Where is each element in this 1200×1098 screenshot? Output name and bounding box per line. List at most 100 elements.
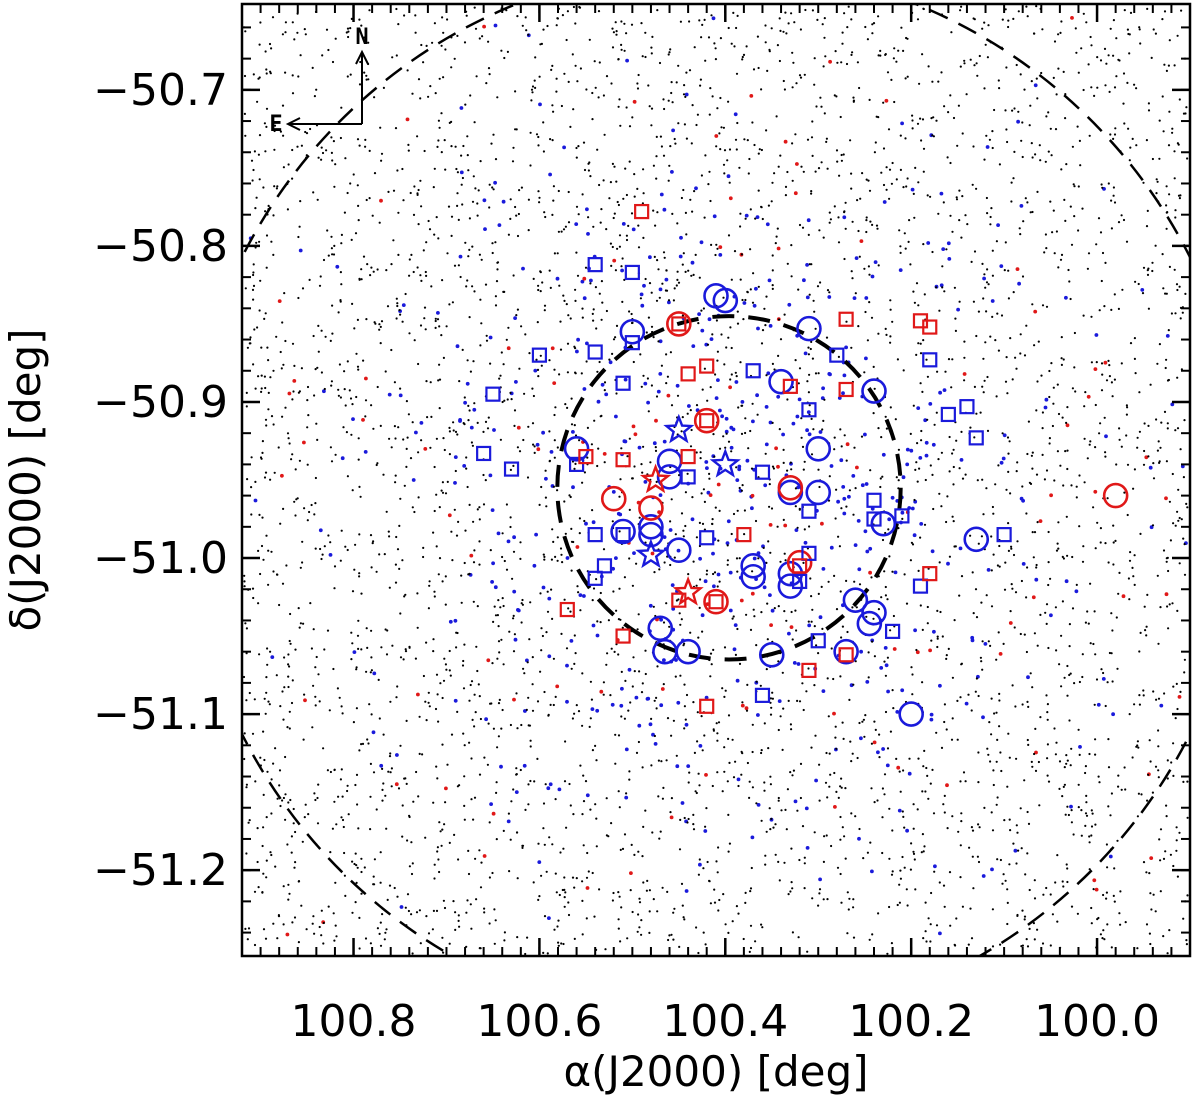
field-star-dot [725,346,728,349]
field-star-dot [955,917,958,920]
field-star-dot [741,404,744,407]
field-star-dot [1152,462,1155,465]
field-star-dot [501,597,504,600]
field-star-dot [1063,198,1066,201]
field-star-dot [276,185,279,188]
field-star-dot [663,256,666,259]
blue-member-dot [493,180,497,185]
field-star-dot [867,179,870,182]
field-star-dot [881,475,884,478]
field-star-dot [728,148,732,151]
field-star-dot [1060,357,1063,360]
field-star-dot [450,234,453,237]
field-star-dot [1064,117,1067,120]
field-star-dot [862,857,865,860]
blue-member-dot [387,392,392,397]
field-star-dot [648,889,652,892]
field-star-dot [893,47,896,50]
field-star-dot [771,362,775,365]
field-star-dot [844,787,847,790]
field-star-dot [1103,938,1106,941]
field-star-dot [411,952,414,955]
field-star-dot [546,952,549,955]
field-star-dot [624,167,627,170]
field-star-dot [1051,424,1054,428]
field-star-dot [334,881,337,884]
field-star-dot [1175,839,1178,842]
field-star-dot [652,605,655,608]
field-star-dot [279,350,282,354]
field-star-dot [488,183,491,186]
field-star-dot [467,169,470,172]
field-star-dot [760,751,763,755]
field-star-dot [929,464,932,467]
field-star-dot [970,260,973,263]
field-star-dot [1047,530,1050,534]
field-star-dot [1142,861,1146,864]
field-star-dot [1095,361,1098,364]
field-star-dot [640,919,643,922]
blue-member-dot [737,464,742,469]
blue-member-dot [620,686,624,691]
field-star-dot [317,156,320,159]
field-star-dot [938,881,941,884]
field-star-dot [316,796,319,800]
blue-member-dot [532,563,537,568]
field-star-dot [923,293,926,296]
field-star-dot [463,561,466,565]
field-star-dot [1142,181,1145,184]
field-star-dot [1110,381,1113,384]
field-star-dot [396,895,399,898]
field-star-dot [1117,307,1120,310]
field-star-dot [343,851,346,855]
field-star-dot [1030,80,1033,83]
blue-member-dot [724,416,729,421]
field-star-dot [272,423,275,426]
field-star-dot [1053,479,1056,482]
blue-member-dot [842,373,847,378]
field-star-dot [1028,124,1031,127]
field-star-dot [852,99,856,102]
blue-member-dot [924,440,929,445]
field-star-dot [899,877,903,880]
field-star-dot [991,274,995,277]
field-star-dot [444,168,447,171]
blue-member-dot [910,506,915,511]
field-star-dot [372,427,375,430]
field-star-dot [589,282,592,285]
field-star-dot [349,73,352,76]
field-star-dot [317,673,320,676]
field-star-dot [1020,139,1023,142]
field-star-dot [425,380,428,383]
field-star-dot [531,709,535,712]
field-star-dot [857,229,860,233]
field-star-dot [269,851,272,854]
red-square-marker [801,662,817,679]
field-star-dot [892,614,896,618]
field-star-dot [811,120,814,123]
field-star-dot [1074,390,1077,393]
field-star-dot [1152,28,1155,31]
field-star-dot [618,245,622,248]
field-star-dot [1039,159,1042,162]
field-star-dot [652,164,656,167]
field-star-dot [501,555,504,559]
field-star-dot [1017,849,1020,852]
field-star-dot [1006,785,1009,788]
blue-member-dot [643,480,648,484]
field-star-dot [992,783,995,787]
field-star-dot [911,543,915,546]
field-star-dot [243,585,246,588]
field-star-dot [265,424,268,427]
field-star-dot [873,655,877,658]
blue-star-marker [663,413,695,444]
field-star-dot [1060,168,1063,171]
blue-member-dot [541,430,545,435]
field-star-dot [1104,84,1107,87]
field-star-dot [732,11,735,14]
field-star-dot [1156,362,1159,365]
field-star-dot [896,903,899,907]
field-star-dot [478,947,481,950]
blue-circle-marker [856,610,883,637]
field-star-dot [428,580,431,583]
